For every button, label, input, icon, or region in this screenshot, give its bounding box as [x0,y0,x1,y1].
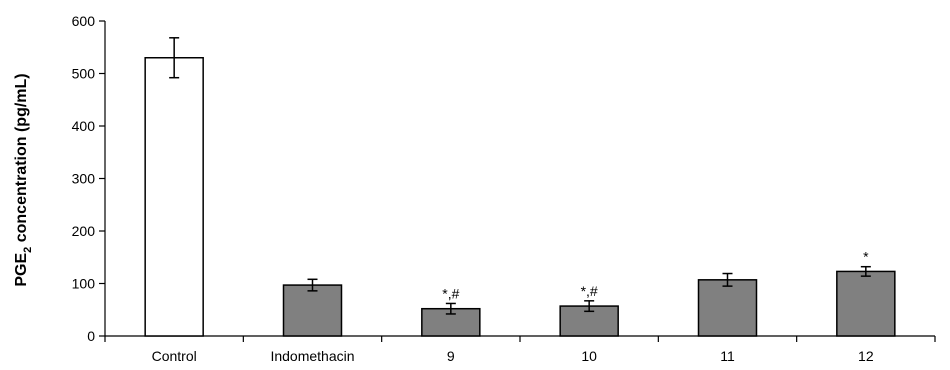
significance-marker: *,# [581,283,598,299]
y-tick-label: 600 [72,13,96,29]
y-axis-label-rest: concentration (pg/mL) [13,73,30,246]
y-axis-label-main: PGE [13,253,30,287]
significance-marker: * [863,249,869,265]
bar-12 [836,270,896,337]
bar-indomethacin [282,284,343,337]
significance-marker: *,# [442,285,459,301]
y-tick-label: 300 [72,171,96,187]
x-tick-label: 9 [447,348,455,364]
x-tick-label: 12 [858,348,874,364]
x-tick-label: Indomethacin [270,348,354,364]
x-tick-label: Control [152,348,197,364]
y-axis-label: PGE2 concentration (pg/mL) [13,73,34,286]
bar-control [144,57,204,337]
y-axis-label-subscript: 2 [22,247,34,253]
x-tick-label: 11 [720,348,735,364]
y-tick-label: 200 [72,223,96,239]
bar-11 [697,279,758,337]
y-tick-label: 400 [72,118,96,134]
plot-area: 0 100 200 300 400 500 600 Control Indomethacin 9 *… [72,13,936,364]
y-tick-label: 0 [87,328,95,344]
y-tick-label: 100 [72,276,96,292]
x-tick-label: 10 [581,348,597,364]
y-tick-label: 500 [72,66,96,82]
